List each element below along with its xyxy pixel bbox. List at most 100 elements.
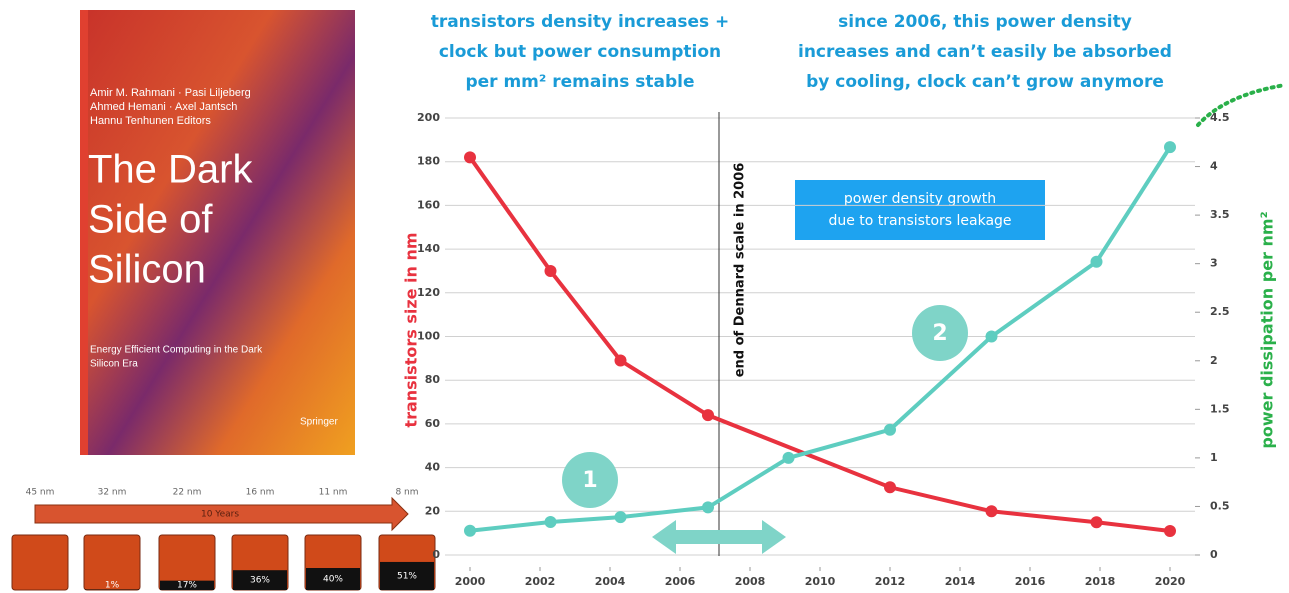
point <box>544 515 557 528</box>
y2-tick-label: 0 <box>1210 548 1218 561</box>
point <box>1164 524 1176 537</box>
point <box>464 524 476 537</box>
y-tick-label: 140 <box>417 242 440 255</box>
step-marker <box>562 452 618 508</box>
span-label: 10 Years <box>201 510 239 520</box>
point <box>614 354 627 367</box>
y-tick-label: 120 <box>417 286 440 299</box>
book-title: Silicon <box>88 248 206 292</box>
dotted-curve <box>1196 83 1287 127</box>
note-text: power density growth <box>844 191 996 207</box>
x-tick-label: 2014 <box>945 575 976 588</box>
x-tick-label: 2008 <box>735 575 766 588</box>
point <box>702 501 714 514</box>
x-tick-label: 2010 <box>805 575 836 588</box>
y-tick-label: 20 <box>425 504 441 517</box>
heading: per mm² remains stable <box>465 72 694 92</box>
step-marker <box>912 305 968 361</box>
y2-tick-label: 4 <box>1210 160 1218 173</box>
x-tick-label: 2004 <box>595 575 626 588</box>
y-tick-label: 100 <box>417 330 440 343</box>
dark-area <box>306 568 360 590</box>
book-subtitle: Energy Efficient Computing in the Dark <box>90 345 263 356</box>
x-tick-label: 2012 <box>875 575 906 588</box>
step-label: 2 <box>932 321 947 346</box>
y2-tick-label: 1 <box>1210 451 1218 464</box>
y2-tick-label: 4.5 <box>1210 111 1230 124</box>
book-title: The Dark <box>88 148 253 192</box>
x-tick-label: 2020 <box>1155 575 1186 588</box>
point <box>1090 255 1103 268</box>
y-tick-label: 60 <box>425 417 441 430</box>
point <box>702 409 714 422</box>
dark-label: 40% <box>323 575 343 585</box>
heading: transistors density increases + <box>431 12 730 32</box>
point <box>884 423 896 436</box>
dark-area <box>85 589 139 590</box>
note-text: due to transistors leakage <box>828 213 1011 229</box>
point <box>1090 516 1103 529</box>
cover <box>80 10 355 455</box>
point <box>1164 141 1176 154</box>
dark-label: 51% <box>397 571 417 581</box>
time-arrow <box>34 496 409 532</box>
point <box>614 511 627 524</box>
author: Ahmed Hemani · Axel Jantsch <box>90 101 237 113</box>
node-label: 11 nm <box>319 488 348 498</box>
heading: since 2006, this power density <box>838 12 1132 32</box>
point <box>985 330 998 343</box>
heading: increases and can’t easily be absorbed <box>798 42 1172 62</box>
double-arrow <box>652 520 786 554</box>
chip-diagram: 10 Years <box>34 496 409 532</box>
book-cover: Amir M. Rahmani · Pasi Liljeberg Ahmed H… <box>80 10 355 455</box>
y-tick-label: 180 <box>417 155 440 168</box>
y-tick-label: 160 <box>417 198 440 211</box>
x-tick-label: 2016 <box>1015 575 1046 588</box>
y-tick-label: 0 <box>432 548 440 561</box>
dark-area <box>380 561 434 590</box>
point <box>782 451 795 464</box>
author: Hannu Tenhunen Editors <box>90 115 211 127</box>
point <box>544 264 557 277</box>
node-label: 8 nm <box>395 488 418 498</box>
x-tick-label: 2002 <box>525 575 556 588</box>
dark-label: 17% <box>177 581 197 591</box>
dennard-label: end of Dennard scale in 2006 <box>733 163 748 378</box>
dark-label: 36% <box>250 576 270 586</box>
book-title: Side of <box>88 198 213 242</box>
author: Amir M. Rahmani · Pasi Liljeberg <box>90 87 251 99</box>
heading: by cooling, clock can’t grow anymore <box>806 72 1164 92</box>
point <box>985 505 998 518</box>
y2-tick-label: 3 <box>1210 257 1218 270</box>
y-tick-label: 40 <box>425 461 441 474</box>
dark-area <box>160 580 214 590</box>
point <box>884 481 896 494</box>
y-axis-label: transistors size in nm <box>402 232 421 427</box>
y2-tick-label: 0.5 <box>1210 499 1230 512</box>
y2-axis-label: power dissipation per nm² <box>1258 211 1277 448</box>
point <box>464 151 476 164</box>
node-label: 45 nm <box>26 488 55 498</box>
publisher: Springer <box>300 417 338 428</box>
note-box <box>795 180 1045 240</box>
step-label: 1 <box>582 468 597 493</box>
dark-label: 1% <box>105 581 120 591</box>
spine <box>80 10 88 455</box>
node-label: 22 nm <box>173 488 202 498</box>
x-tick-label: 2000 <box>455 575 486 588</box>
chip <box>11 534 69 591</box>
node-label: 16 nm <box>246 488 275 498</box>
y2-tick-label: 2.5 <box>1210 305 1230 318</box>
y2-tick-label: 2 <box>1210 354 1218 367</box>
dark-area <box>233 570 287 590</box>
book-subtitle: Silicon Era <box>90 359 138 370</box>
series-line <box>468 156 1171 533</box>
y2-tick-label: 3.5 <box>1210 208 1230 221</box>
x-tick-label: 2006 <box>665 575 696 588</box>
x-tick-label: 2018 <box>1085 575 1116 588</box>
y-tick-label: 200 <box>417 111 440 124</box>
y-tick-label: 80 <box>425 373 441 386</box>
heading: clock but power consumption <box>439 42 721 62</box>
